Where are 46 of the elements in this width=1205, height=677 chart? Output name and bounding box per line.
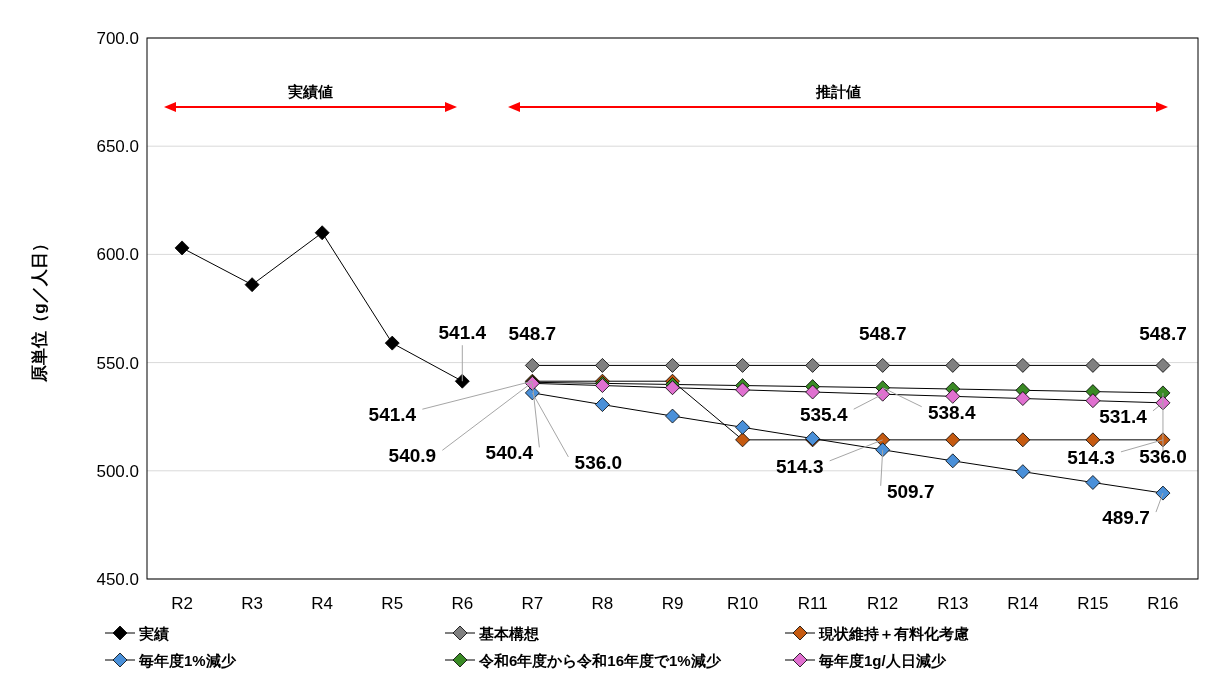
x-tick-label: R11 <box>797 594 828 613</box>
x-tick-label: R16 <box>1147 594 1179 613</box>
legend-label: 現状維持＋有料化考慮 <box>818 625 969 642</box>
y-tick-label: 550.0 <box>96 353 139 373</box>
annotation: 540.9 <box>388 445 437 467</box>
x-tick-label: R4 <box>311 594 334 613</box>
legend-label: 基本構想 <box>478 625 540 642</box>
annotation: 536.0 <box>1139 445 1187 467</box>
x-tick-label: R7 <box>521 594 544 613</box>
annotation: 実績値 <box>287 83 333 100</box>
legend-label: 令和6年度から令和16年度で1%減少 <box>478 652 722 669</box>
y-tick-label: 500.0 <box>96 461 139 481</box>
legend-label: 毎年度1%減少 <box>138 652 237 669</box>
x-tick-label: R15 <box>1077 594 1109 613</box>
x-tick-label: R9 <box>661 594 684 613</box>
annotation: 531.4 <box>1099 405 1148 427</box>
x-tick-label: R10 <box>726 594 759 613</box>
annotation: 536.0 <box>574 451 623 473</box>
annotation: 509.7 <box>886 480 935 502</box>
annotation: 541.4 <box>438 322 487 344</box>
y-axis-title: 原単位（g／人日） <box>30 235 49 383</box>
x-tick-label: R6 <box>451 594 474 613</box>
annotation: 514.3 <box>1067 446 1115 468</box>
legend-label: 実績 <box>138 625 169 642</box>
x-tick-label: R13 <box>937 594 969 613</box>
annotation: 548.7 <box>1139 323 1187 345</box>
annotation: 514.3 <box>775 455 824 477</box>
y-tick-label: 700.0 <box>96 29 139 48</box>
x-tick-label: R8 <box>591 594 614 613</box>
annotation: 541.4 <box>368 404 417 426</box>
x-tick-label: R14 <box>1007 594 1039 613</box>
x-tick-label: R2 <box>171 594 193 613</box>
annotation: 538.4 <box>927 401 976 423</box>
annotation: 535.4 <box>799 404 848 426</box>
y-tick-label: 450.0 <box>96 570 139 589</box>
x-tick-label: R5 <box>381 594 404 613</box>
y-tick-label: 650.0 <box>96 137 139 157</box>
annotation: 548.7 <box>858 323 907 345</box>
legend-label: 毎年度1g/人日減少 <box>818 652 947 669</box>
annotation: 540.4 <box>485 442 534 464</box>
x-tick-label: R3 <box>241 594 263 613</box>
annotation: 推計値 <box>814 83 861 100</box>
x-tick-label: R12 <box>867 594 899 613</box>
y-tick-label: 600.0 <box>96 245 139 265</box>
annotation: 548.7 <box>508 323 557 345</box>
annotation: 489.7 <box>1102 507 1150 529</box>
